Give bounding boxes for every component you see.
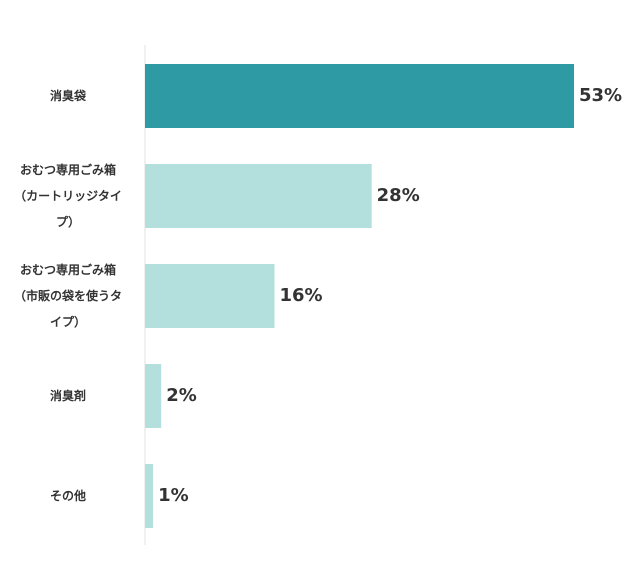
value-label-4: 1% xyxy=(158,485,189,506)
category-label-3: 消臭剤 xyxy=(49,389,86,403)
category-label-4: その他 xyxy=(49,489,86,503)
value-label-1: 28% xyxy=(376,185,420,206)
value-label-2: 16% xyxy=(279,285,323,306)
category-label-1: おむつ専用ごみ箱 （カートリッジタイ プ） xyxy=(14,163,122,229)
bar-1 xyxy=(145,164,372,228)
value-label-3: 2% xyxy=(166,385,197,406)
value-label-0: 53% xyxy=(579,85,623,106)
bar-2 xyxy=(145,264,275,328)
bar-4 xyxy=(145,464,154,528)
bar-3 xyxy=(145,364,162,428)
category-label-0: 消臭袋 xyxy=(49,89,86,103)
bars xyxy=(145,64,574,528)
bar-0 xyxy=(145,64,574,128)
category-label-2: おむつ専用ごみ箱 （市販の袋を使うタ イプ） xyxy=(13,263,122,329)
